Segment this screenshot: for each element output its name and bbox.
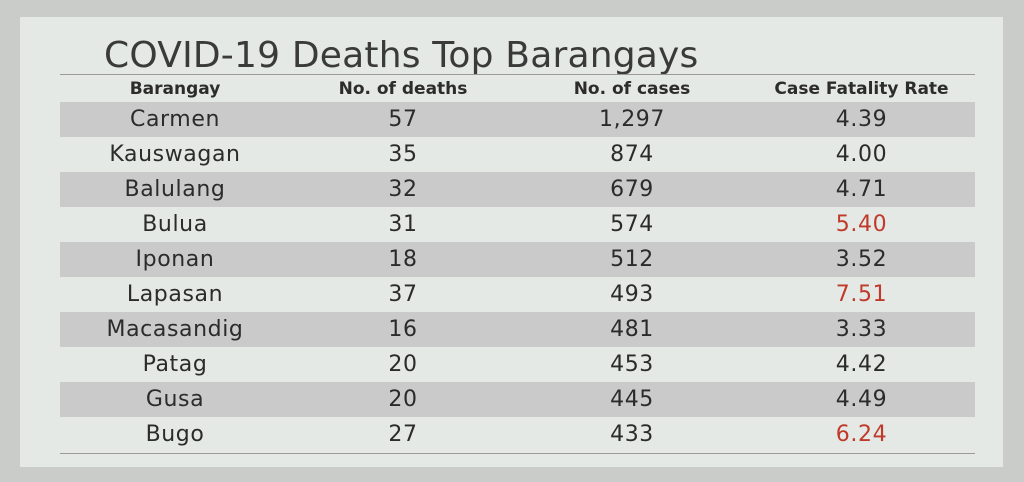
cell-deaths: 31 [388,212,418,237]
header-cases: No. of cases [573,78,691,99]
table-bottom-rule [60,453,975,454]
cell-cfr: 4.49 [835,387,888,412]
cell-cfr: 4.39 [835,107,888,132]
cell-deaths: 20 [388,387,418,412]
cell-cfr: 5.40 [835,212,888,237]
cell-cfr: 7.51 [835,282,888,307]
table-row: Macasandig 16 481 3.33 [60,312,975,347]
cell-cfr: 3.33 [835,317,888,342]
table-top-rule [60,74,975,75]
table-row: Patag 20 453 4.42 [60,347,975,382]
header-case-fatality-rate: Case Fatality Rate [774,78,949,99]
table-row: Bugo 27 433 6.24 [60,417,975,452]
cell-cases: 874 [610,142,654,167]
cell-cases: 433 [610,422,654,447]
cell-deaths: 37 [388,282,418,307]
slide-title: COVID-19 Deaths Top Barangays [104,35,699,76]
table-row: Carmen 57 1,297 4.39 [60,102,975,137]
cell-cases: 512 [610,247,654,272]
cell-deaths: 27 [388,422,418,447]
cell-barangay: Macasandig [106,317,244,342]
table-row: Gusa 20 445 4.49 [60,382,975,417]
table-row: Lapasan 37 493 7.51 [60,277,975,312]
cell-cfr: 4.71 [835,177,888,202]
cell-cases: 445 [610,387,654,412]
cell-cfr: 4.00 [835,142,888,167]
cell-barangay: Patag [142,352,208,377]
cell-deaths: 20 [388,352,418,377]
cell-deaths: 57 [388,107,418,132]
cell-cfr: 6.24 [835,422,888,447]
cell-barangay: Balulang [124,177,226,202]
slide: COVID-19 Deaths Top Barangays Barangay N… [20,17,1003,467]
table-header-row: Barangay No. of deaths No. of cases Case… [60,75,975,102]
cell-barangay: Bulua [142,212,208,237]
cell-cases: 493 [610,282,654,307]
cell-deaths: 18 [388,247,418,272]
cell-barangay: Bugo [145,422,205,447]
cell-cfr: 4.42 [835,352,888,377]
cell-cases: 679 [610,177,654,202]
table-row: Balulang 32 679 4.71 [60,172,975,207]
table-row: Kauswagan 35 874 4.00 [60,137,975,172]
header-deaths: No. of deaths [338,78,468,99]
cell-cases: 1,297 [599,107,665,132]
cell-deaths: 32 [388,177,418,202]
cell-cases: 453 [610,352,654,377]
cell-barangay: Kauswagan [109,142,241,167]
cell-barangay: Gusa [145,387,205,412]
cell-barangay: Iponan [135,247,215,272]
cell-deaths: 16 [388,317,418,342]
cell-barangay: Lapasan [126,282,224,307]
cell-cfr: 3.52 [835,247,888,272]
header-barangay: Barangay [129,78,221,99]
table-row: Bulua 31 574 5.40 [60,207,975,242]
deaths-table: Barangay No. of deaths No. of cases Case… [60,75,975,452]
cell-barangay: Carmen [129,107,220,132]
table-row: Iponan 18 512 3.52 [60,242,975,277]
cell-cases: 574 [610,212,654,237]
cell-cases: 481 [610,317,654,342]
cell-deaths: 35 [388,142,418,167]
